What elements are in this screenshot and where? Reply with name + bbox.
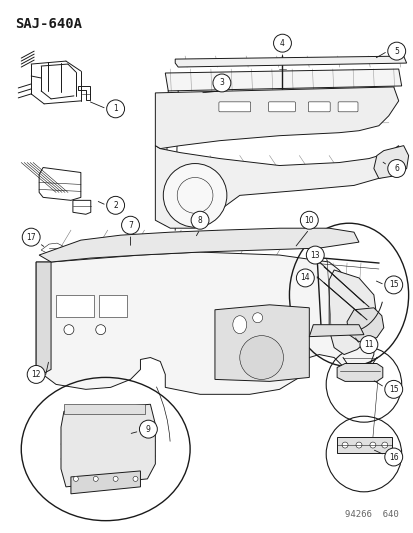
Bar [98,295,126,317]
Polygon shape [36,252,373,394]
Bar [336,437,391,453]
Circle shape [27,366,45,383]
Polygon shape [155,87,398,149]
Circle shape [163,164,226,227]
Circle shape [306,246,323,264]
Circle shape [239,336,283,379]
Circle shape [252,313,262,322]
FancyBboxPatch shape [308,102,330,112]
Ellipse shape [232,316,246,334]
Circle shape [296,269,313,287]
Polygon shape [214,305,309,382]
Circle shape [212,74,230,92]
Bar [56,295,93,317]
Circle shape [387,159,405,177]
FancyBboxPatch shape [337,102,357,112]
Text: 3: 3 [219,78,224,87]
Text: 13: 13 [310,251,319,260]
Text: 16: 16 [388,453,398,462]
Circle shape [139,420,157,438]
Circle shape [121,216,139,234]
Text: 17: 17 [26,232,36,241]
Circle shape [107,100,124,118]
Circle shape [273,34,291,52]
Polygon shape [336,364,382,382]
Circle shape [359,336,377,353]
Circle shape [22,228,40,246]
Text: 9: 9 [146,425,150,434]
Text: 5: 5 [393,46,398,55]
Circle shape [341,442,347,448]
Text: 11: 11 [363,340,373,349]
Polygon shape [165,69,401,91]
Circle shape [191,211,209,229]
Text: 4: 4 [279,39,284,47]
Polygon shape [328,270,376,354]
Circle shape [384,276,402,294]
FancyBboxPatch shape [268,102,295,112]
Circle shape [384,448,402,466]
Bar [64,404,145,414]
Text: 94266  640: 94266 640 [344,510,398,519]
Text: 15: 15 [388,385,398,394]
Circle shape [93,477,98,481]
Circle shape [107,196,124,214]
Circle shape [73,477,78,481]
Polygon shape [346,308,383,342]
Polygon shape [309,325,363,337]
Text: 2: 2 [113,201,118,210]
Polygon shape [155,146,398,228]
Polygon shape [39,228,358,262]
Circle shape [369,442,375,448]
Text: 8: 8 [197,216,202,225]
Polygon shape [175,56,406,67]
Circle shape [300,211,318,229]
Circle shape [113,477,118,481]
Circle shape [64,325,74,335]
Text: 15: 15 [388,280,398,289]
Text: 6: 6 [393,164,398,173]
Text: 12: 12 [31,370,41,379]
Polygon shape [373,146,408,179]
Text: 7: 7 [128,221,133,230]
Circle shape [384,381,402,398]
Circle shape [387,42,405,60]
Text: 10: 10 [304,216,313,225]
Polygon shape [71,471,140,494]
Circle shape [95,325,105,335]
Polygon shape [36,262,51,377]
Polygon shape [61,404,155,487]
Circle shape [355,442,361,448]
FancyBboxPatch shape [218,102,250,112]
Circle shape [381,442,387,448]
Text: SAJ-640A: SAJ-640A [15,17,82,31]
Circle shape [133,477,138,481]
Text: 1: 1 [113,104,118,114]
Text: 14: 14 [300,273,309,282]
